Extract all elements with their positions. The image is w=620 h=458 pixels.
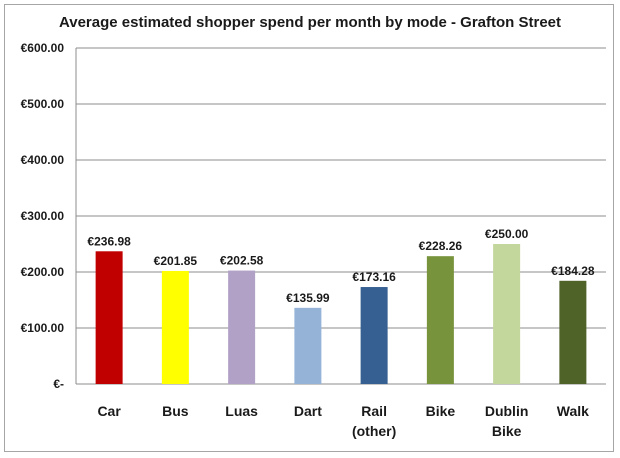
x-category-label: Car [97,403,121,419]
bar-car [95,251,123,384]
x-category-label: Rail [361,403,387,419]
bar-dublin-bike [493,244,521,384]
bar-luas [228,270,256,384]
x-category-label: Luas [225,403,258,419]
bar-bus [161,270,189,384]
x-category-label: (other) [352,423,396,439]
y-tick-label: €500.00 [21,97,65,111]
data-label: €228.26 [419,239,463,253]
y-tick-label: €600.00 [21,41,65,55]
data-label: €236.98 [87,234,131,248]
y-tick-label: €100.00 [21,321,65,335]
data-label: €201.85 [154,254,198,268]
x-category-label: Walk [557,403,589,419]
y-tick-label: €400.00 [21,153,65,167]
y-tick-label: €300.00 [21,209,65,223]
data-label: €184.28 [551,264,595,278]
y-tick-label: €200.00 [21,265,65,279]
data-label: €173.16 [352,270,396,284]
chart-title: Average estimated shopper spend per mont… [58,14,562,31]
data-label: €250.00 [485,227,529,241]
bar-walk [559,280,587,384]
bar-dart [294,307,322,384]
bar-rail-other [360,287,388,384]
y-tick-label: €- [53,377,64,391]
x-category-label: Bike [492,423,522,439]
data-label: €202.58 [220,254,264,268]
x-category-label: Bus [162,403,189,419]
x-category-label: Bike [426,403,456,419]
bar-bike [426,256,454,384]
x-category-label: Dublin [485,403,529,419]
data-label: €135.99 [286,291,330,305]
x-category-label: Dart [294,403,322,419]
